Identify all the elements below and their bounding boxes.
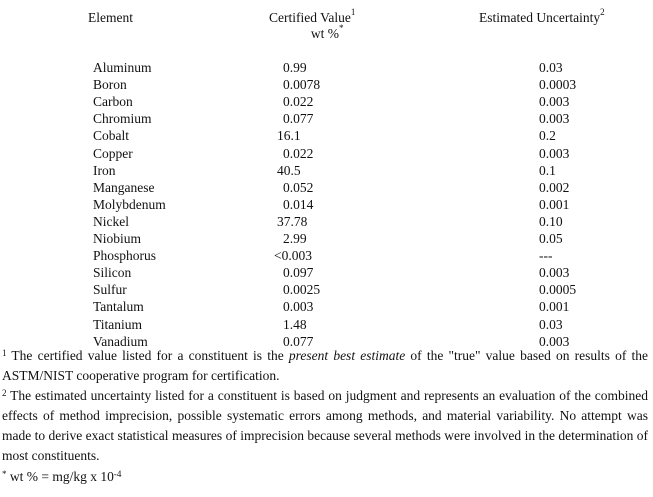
table-row: Aluminum 0.99 0.03 bbox=[0, 60, 653, 77]
certified-value: 0.097 bbox=[283, 265, 314, 281]
table-row: Manganese 0.052 0.002 bbox=[0, 180, 653, 197]
table-row: Copper 0.022 0.003 bbox=[0, 146, 653, 163]
element-name: Copper bbox=[93, 145, 133, 161]
certified-value: 0.0025 bbox=[283, 282, 321, 298]
footnote-1-text-a: The certified value listed for a constit… bbox=[6, 348, 289, 363]
header-certified-value: Certified Value1 wt %* bbox=[269, 7, 356, 42]
header-unit: wt % bbox=[310, 26, 339, 41]
header-element: Element bbox=[88, 10, 133, 25]
element-name: Nickel bbox=[93, 213, 129, 229]
footnote-ref-star: * bbox=[338, 23, 344, 33]
table-row: Tantalum 0.003 0.001 bbox=[0, 299, 653, 316]
table-row: Iron 40.5 0.1 bbox=[0, 163, 653, 180]
footnote-star-mark: * bbox=[2, 469, 7, 479]
estimated-uncertainty: 0.0003 bbox=[539, 77, 577, 93]
element-name: Vanadium bbox=[93, 333, 148, 349]
estimated-uncertainty: 0.003 bbox=[539, 265, 570, 281]
footnote-2-mark: 2 bbox=[2, 388, 7, 398]
table-row: Nickel 37.78 0.10 bbox=[0, 214, 653, 231]
certified-value: <0.003 bbox=[274, 248, 312, 264]
certified-value: 0.0078 bbox=[283, 77, 321, 93]
estimated-uncertainty: 0.10 bbox=[539, 213, 563, 229]
certified-value: 0.077 bbox=[283, 333, 314, 349]
estimated-uncertainty: 0.001 bbox=[539, 299, 570, 315]
certified-value: 0.077 bbox=[283, 111, 314, 127]
estimated-uncertainty: 0.003 bbox=[539, 111, 570, 127]
estimated-uncertainty: 0.003 bbox=[539, 94, 570, 110]
element-name: Sulfur bbox=[93, 282, 127, 298]
footnote-1: 1 The certified value listed for a const… bbox=[2, 346, 648, 386]
certified-value: 0.052 bbox=[283, 179, 314, 195]
estimated-uncertainty: 0.001 bbox=[539, 196, 570, 212]
footnote-2-text: The estimated uncertainty listed for a c… bbox=[2, 388, 648, 463]
table-row: Silicon 0.097 0.003 bbox=[0, 265, 653, 282]
element-name: Titanium bbox=[93, 316, 143, 332]
element-name: Carbon bbox=[93, 94, 133, 110]
element-name: Iron bbox=[93, 162, 116, 178]
estimated-uncertainty: 0.002 bbox=[539, 179, 570, 195]
estimated-uncertainty: 0.03 bbox=[539, 316, 563, 332]
certified-value: 16.1 bbox=[277, 128, 301, 144]
table-row: Titanium 1.48 0.03 bbox=[0, 317, 653, 334]
footnote-1-text-b: of the "true" value based on results of … bbox=[2, 348, 648, 383]
footnote-star: * wt % = mg/kg x 10-4 bbox=[2, 467, 648, 487]
footnote-2: 2 The estimated uncertainty listed for a… bbox=[2, 386, 648, 466]
footnote-1-emphasis: present best estimate bbox=[288, 348, 406, 363]
footnote-star-exponent: -4 bbox=[113, 469, 122, 479]
table-row: Chromium 0.077 0.003 bbox=[0, 111, 653, 128]
estimated-uncertainty: 0.2 bbox=[539, 128, 556, 144]
table-row: Cobalt 16.1 0.2 bbox=[0, 128, 653, 145]
estimated-uncertainty: 0.1 bbox=[539, 162, 556, 178]
element-name: Tantalum bbox=[93, 299, 144, 315]
estimated-uncertainty: --- bbox=[539, 248, 553, 264]
table-row: Phosphorus <0.003 --- bbox=[0, 248, 653, 265]
header-uncertainty: Estimated Uncertainty2 bbox=[479, 7, 605, 26]
table-row: Vanadium 0.077 0.003 bbox=[0, 334, 653, 351]
estimated-uncertainty: 0.003 bbox=[539, 145, 570, 161]
certified-value: 0.022 bbox=[283, 94, 314, 110]
certified-value: 0.022 bbox=[283, 145, 314, 161]
estimated-uncertainty: 0.03 bbox=[539, 60, 563, 75]
certified-value: 40.5 bbox=[277, 162, 301, 178]
element-name: Phosphorus bbox=[93, 248, 157, 264]
footnote-1-mark: 1 bbox=[2, 348, 7, 358]
certified-value: 0.003 bbox=[283, 299, 314, 315]
footnote-star-text: wt % = mg/kg x 10 bbox=[6, 469, 114, 484]
header-certified-label: Certified Value bbox=[269, 10, 351, 25]
table-row: Carbon 0.022 0.003 bbox=[0, 94, 653, 111]
footnote-ref-1: 1 bbox=[350, 7, 356, 17]
element-name: Aluminum bbox=[93, 60, 152, 75]
estimated-uncertainty: 0.003 bbox=[539, 333, 570, 349]
element-name: Molybdenum bbox=[93, 196, 166, 212]
certified-value: 37.78 bbox=[277, 213, 308, 229]
table-row: Sulfur 0.0025 0.0005 bbox=[0, 282, 653, 299]
element-name: Cobalt bbox=[93, 128, 129, 144]
element-name: Boron bbox=[93, 77, 127, 93]
element-name: Silicon bbox=[93, 265, 132, 281]
table-row: Boron 0.0078 0.0003 bbox=[0, 77, 653, 94]
header-uncertainty-label: Estimated Uncertainty bbox=[479, 10, 601, 25]
table-row: Molybdenum 0.014 0.001 bbox=[0, 197, 653, 214]
element-name: Niobium bbox=[93, 231, 142, 246]
certified-value: 0.014 bbox=[283, 196, 314, 212]
certified-value: 2.99 bbox=[283, 231, 307, 246]
footnote-ref-2: 2 bbox=[600, 7, 605, 17]
table-row: Niobium 2.99 0.05 bbox=[0, 231, 653, 248]
element-name: Chromium bbox=[93, 111, 152, 127]
estimated-uncertainty: 0.05 bbox=[539, 231, 563, 246]
certified-value: 0.99 bbox=[283, 60, 307, 75]
estimated-uncertainty: 0.0005 bbox=[539, 282, 577, 298]
certified-value: 1.48 bbox=[283, 316, 307, 332]
element-name: Manganese bbox=[93, 179, 155, 195]
